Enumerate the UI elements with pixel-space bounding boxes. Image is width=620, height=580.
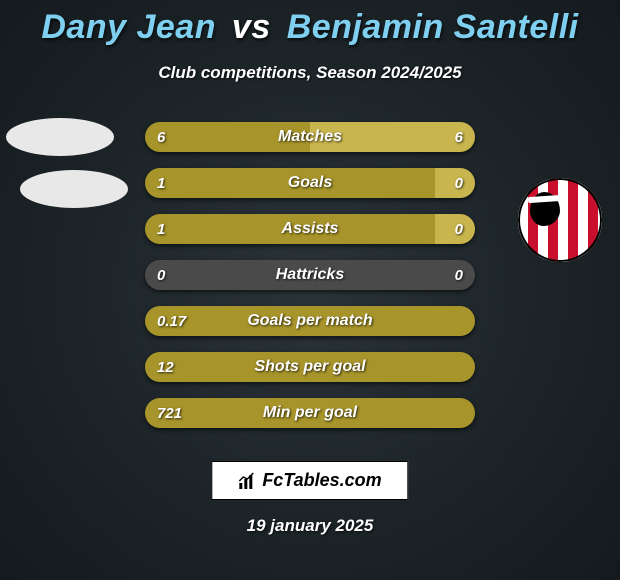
stat-bar-right bbox=[435, 214, 475, 244]
brand-chart-icon bbox=[238, 472, 256, 490]
player1-name: Dany Jean bbox=[41, 8, 216, 46]
club-logo-icon bbox=[518, 178, 602, 262]
player1-club-placeholder bbox=[20, 170, 128, 208]
player2-club-badge bbox=[518, 178, 602, 262]
stats-bars: Matches66 Goals10 Assists10 Hattricks00 Goal… bbox=[145, 122, 475, 444]
brand-badge[interactable]: FcTables.com bbox=[211, 461, 408, 500]
stat-row: Hattricks00 bbox=[145, 260, 475, 290]
stat-bar-right bbox=[310, 122, 475, 152]
subtitle: Club competitions, Season 2024/2025 bbox=[0, 63, 620, 83]
stat-row: Matches66 bbox=[145, 122, 475, 152]
stat-row: Min per goal721 bbox=[145, 398, 475, 428]
stat-bar-left bbox=[145, 306, 475, 336]
footer-date: 19 january 2025 bbox=[0, 516, 620, 536]
stat-bar-left bbox=[145, 398, 475, 428]
stat-row: Shots per goal12 bbox=[145, 352, 475, 382]
stat-row: Goals10 bbox=[145, 168, 475, 198]
stat-row: Assists10 bbox=[145, 214, 475, 244]
page-title: Dany Jean vs Benjamin Santelli bbox=[0, 0, 620, 47]
stat-bar-left bbox=[145, 122, 310, 152]
stat-row: Goals per match0.17 bbox=[145, 306, 475, 336]
vs-text: vs bbox=[232, 8, 271, 46]
player1-photo-placeholder bbox=[6, 118, 114, 156]
brand-text: FcTables.com bbox=[262, 470, 381, 491]
stat-bar-left bbox=[145, 168, 435, 198]
stat-bar-empty bbox=[145, 260, 475, 290]
player2-name: Benjamin Santelli bbox=[287, 8, 579, 46]
stat-bar-right bbox=[435, 168, 475, 198]
stat-bar-left bbox=[145, 352, 475, 382]
stat-bar-left bbox=[145, 214, 435, 244]
